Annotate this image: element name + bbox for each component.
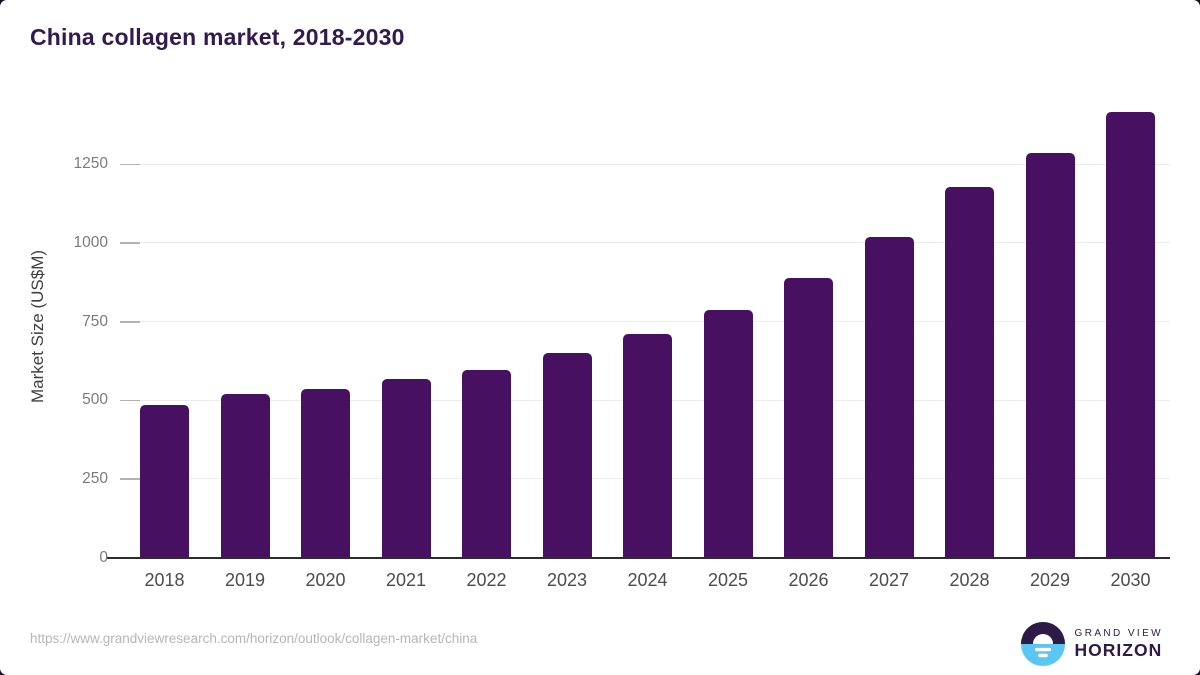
x-tick-label-2023: 2023 <box>546 570 588 590</box>
bar-2023[interactable] <box>542 352 592 558</box>
y-tick-label-0: 0 <box>99 548 108 566</box>
y-tick-mark <box>120 399 140 402</box>
gridline-1250 <box>106 163 1170 166</box>
x-tick-label-2021: 2021 <box>385 570 427 590</box>
gridline-750 <box>106 321 1170 323</box>
y-tick-mark <box>120 478 140 480</box>
bar-2025[interactable] <box>703 310 753 558</box>
bar-2026[interactable] <box>784 278 833 558</box>
grid-rule <box>140 321 1170 323</box>
y-tick-mark <box>120 242 140 244</box>
y-tick-label-500: 500 <box>82 391 108 409</box>
bar-2020[interactable] <box>301 389 350 558</box>
x-tick-label-2030: 2030 <box>1110 570 1151 590</box>
bar-2019[interactable] <box>220 393 270 558</box>
x-tick-label-2018: 2018 <box>144 570 185 590</box>
plot-area: 0 250 500 750 1000 1250 <box>74 94 1170 565</box>
brand-logo: GRAND VIEW HORIZON <box>1020 621 1163 667</box>
x-tick-label-2022: 2022 <box>466 570 507 590</box>
x-tick-label-2028: 2028 <box>949 570 990 590</box>
bar-2018[interactable] <box>140 405 189 558</box>
x-tick-label-2024: 2024 <box>627 570 668 590</box>
bar-2030[interactable] <box>1106 111 1155 558</box>
bar-2022[interactable] <box>462 369 511 558</box>
source-url-text: https://www.grandviewresearch.com/horizo… <box>30 631 478 646</box>
brand-wordmark: GRAND VIEW HORIZON <box>1075 628 1163 660</box>
x-axis-labels: 2018 2019 2020 2021 2022 2023 2024 2025 2026 2027… <box>140 570 1155 591</box>
y-tick-label-1000: 1000 <box>73 233 108 251</box>
bar-2021[interactable] <box>381 379 431 558</box>
bar-2027[interactable] <box>864 237 914 558</box>
y-tick-label-1250: 1250 <box>73 155 108 173</box>
y-tick-mark <box>120 163 140 166</box>
y-tick-label-750: 750 <box>82 312 108 330</box>
x-axis-line <box>106 557 1170 559</box>
grid-rule <box>140 242 1170 244</box>
x-tick-label-2029: 2029 <box>1029 570 1071 590</box>
x-tick-label-2025: 2025 <box>707 570 749 590</box>
bar-2029[interactable] <box>1025 152 1075 558</box>
x-tick-label-2026: 2026 <box>788 570 829 590</box>
brand-name-top: GRAND VIEW <box>1074 628 1163 640</box>
x-tick-label-2020: 2020 <box>305 570 346 590</box>
bar-2024[interactable] <box>623 334 672 558</box>
x-tick-label-2019: 2019 <box>224 570 266 590</box>
bar-series <box>140 94 1155 558</box>
chart-title: China collagen market, 2018-2030 <box>30 24 405 50</box>
y-tick-mark <box>120 321 140 323</box>
x-tick-label-2027: 2027 <box>868 570 910 590</box>
y-tick-label-250: 250 <box>82 469 108 487</box>
grid-rule <box>140 163 1170 165</box>
gridline-1000 <box>106 242 1170 244</box>
horizon-sunrise-icon <box>1020 621 1065 667</box>
brand-name-bottom: HORIZON <box>1074 639 1163 660</box>
bar-2028[interactable] <box>945 186 994 558</box>
